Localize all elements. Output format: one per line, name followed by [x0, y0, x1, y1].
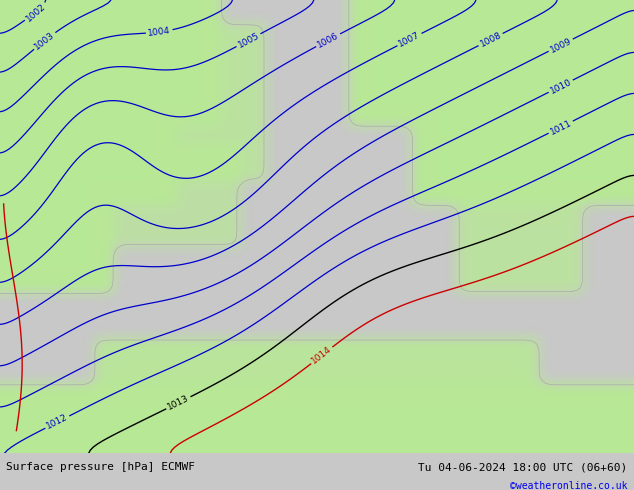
Text: 1014: 1014 [310, 345, 333, 366]
Text: 1012: 1012 [45, 413, 70, 431]
Text: 1007: 1007 [398, 30, 422, 49]
Text: 1002: 1002 [24, 1, 48, 23]
Text: 1010: 1010 [548, 77, 573, 96]
Text: 1008: 1008 [478, 30, 503, 49]
Text: 1005: 1005 [236, 31, 261, 49]
Text: 1006: 1006 [316, 31, 340, 49]
Text: ©weatheronline.co.uk: ©weatheronline.co.uk [510, 481, 628, 490]
Text: 1004: 1004 [147, 26, 171, 38]
Text: 1013: 1013 [166, 393, 191, 412]
Text: Tu 04-06-2024 18:00 UTC (06+60): Tu 04-06-2024 18:00 UTC (06+60) [418, 462, 628, 472]
Text: Surface pressure [hPa] ECMWF: Surface pressure [hPa] ECMWF [6, 462, 195, 472]
Text: 1003: 1003 [33, 30, 56, 51]
Text: 1011: 1011 [548, 118, 573, 136]
Text: 1009: 1009 [548, 36, 573, 54]
